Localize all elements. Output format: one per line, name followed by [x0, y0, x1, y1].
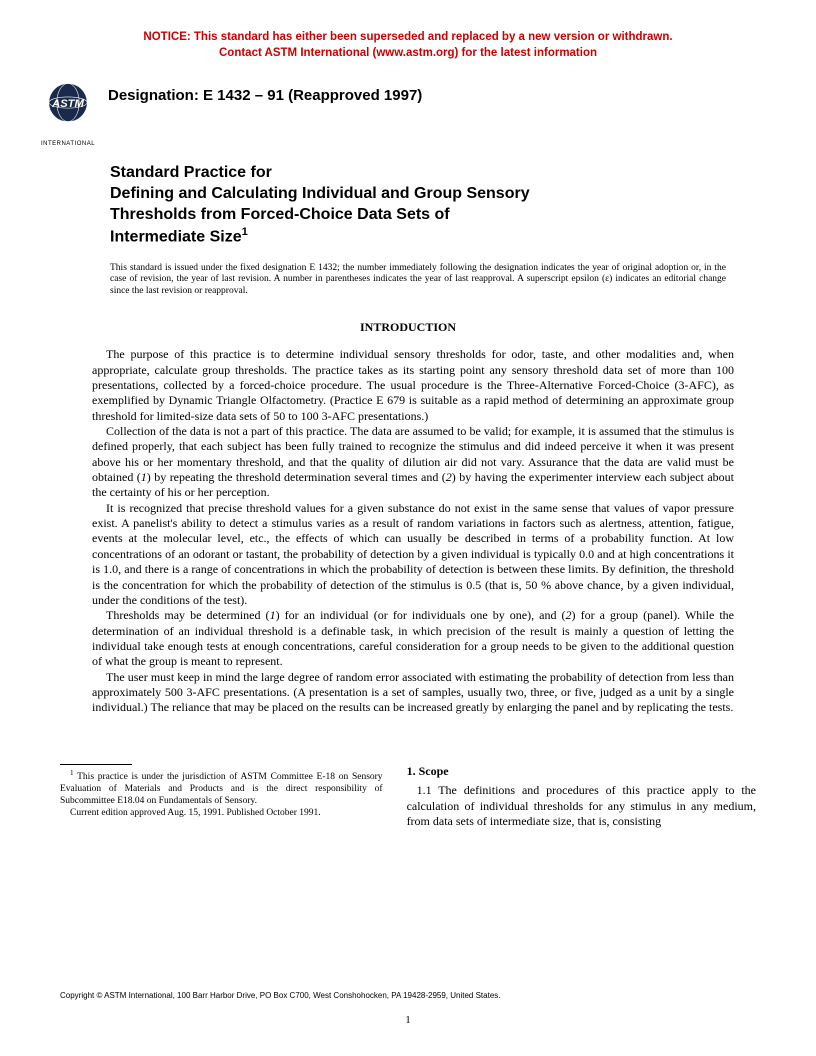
- intro-p3: It is recognized that precise threshold …: [92, 501, 734, 609]
- astm-logo: ASTM INTERNATIONAL: [40, 79, 96, 135]
- title-line3-text: Intermediate Size: [110, 229, 242, 246]
- scope-heading: 1. Scope: [407, 764, 756, 779]
- intro-p4: Thresholds may be determined (1) for an …: [92, 608, 734, 669]
- intro-p1: The purpose of this practice is to deter…: [92, 347, 734, 424]
- footnote-rule: [60, 764, 132, 765]
- intro-p5: The user must keep in mind the large deg…: [92, 670, 734, 716]
- footnote-1: 1 This practice is under the jurisdictio…: [60, 769, 383, 808]
- title-sup: 1: [242, 226, 248, 238]
- right-column: 1. Scope 1.1 The definitions and procedu…: [407, 764, 756, 829]
- footnote-edition: Current edition approved Aug. 15, 1991. …: [60, 808, 383, 820]
- notice-banner: NOTICE: This standard has either been su…: [60, 30, 756, 61]
- intro-heading: INTRODUCTION: [60, 320, 756, 335]
- title-line1: Defining and Calculating Individual and …: [110, 184, 756, 205]
- title-line2: Thresholds from Forced-Choice Data Sets …: [110, 205, 756, 226]
- title-lead: Standard Practice for: [110, 163, 756, 184]
- two-column-region: 1 This practice is under the jurisdictio…: [60, 764, 756, 829]
- header-row: ASTM INTERNATIONAL Designation: E 1432 –…: [40, 79, 756, 135]
- issuance-note: This standard is issued under the fixed …: [110, 263, 726, 299]
- svg-text:ASTM: ASTM: [51, 98, 84, 110]
- designation: Designation: E 1432 – 91 (Reapproved 199…: [108, 87, 422, 104]
- title-line3: Intermediate Size1: [110, 225, 756, 248]
- notice-line2: Contact ASTM International (www.astm.org…: [219, 47, 597, 59]
- intro-p2: Collection of the data is not a part of …: [92, 424, 734, 501]
- copyright-line: Copyright © ASTM International, 100 Barr…: [60, 991, 501, 1000]
- scope-para: 1.1 The definitions and procedures of th…: [407, 783, 756, 829]
- logo-caption: INTERNATIONAL: [40, 141, 96, 147]
- title-block: Standard Practice for Defining and Calcu…: [110, 163, 756, 249]
- page-number: 1: [0, 1014, 816, 1026]
- notice-line1: NOTICE: This standard has either been su…: [143, 31, 672, 43]
- introduction-body: The purpose of this practice is to deter…: [92, 347, 734, 716]
- left-column: 1 This practice is under the jurisdictio…: [60, 764, 383, 829]
